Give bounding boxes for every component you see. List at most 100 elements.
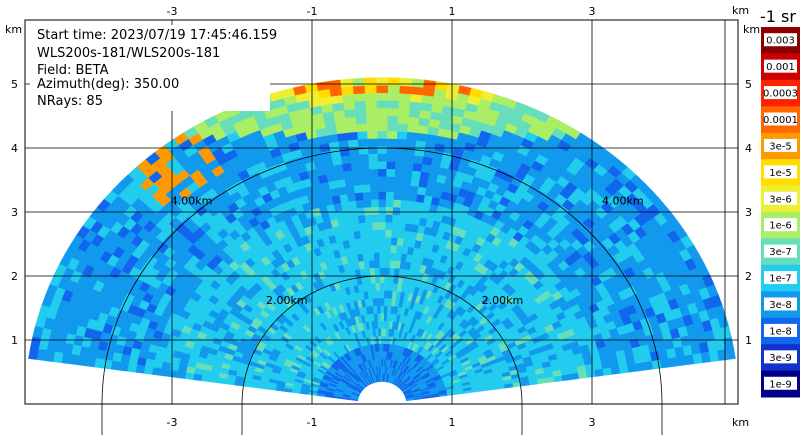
sector-cell bbox=[383, 290, 389, 299]
sector-cell bbox=[369, 183, 379, 193]
sector-cell bbox=[370, 206, 379, 215]
sector-cell bbox=[340, 86, 354, 96]
x-tick-label-bottom: -3 bbox=[167, 416, 178, 429]
sector-cell bbox=[364, 92, 377, 101]
sector-cell bbox=[365, 107, 377, 117]
sector-cell bbox=[354, 192, 364, 201]
sector-cell bbox=[383, 313, 388, 322]
sector-cell bbox=[127, 363, 138, 373]
colorbar-label: 1e-9 bbox=[769, 379, 792, 390]
sector-cell bbox=[379, 290, 385, 299]
sector-cell bbox=[367, 138, 378, 147]
sector-cell bbox=[375, 290, 381, 299]
sector-cell bbox=[618, 364, 629, 374]
sector-cell bbox=[367, 153, 378, 162]
sector-cell bbox=[355, 199, 365, 209]
sector-cell bbox=[408, 192, 418, 202]
sector-cell bbox=[413, 147, 425, 157]
sector-cell bbox=[28, 347, 39, 360]
sector-cell bbox=[342, 101, 355, 111]
sector-cell bbox=[413, 155, 424, 165]
sector-cell bbox=[387, 85, 400, 94]
sector-cell bbox=[396, 237, 404, 247]
sector-cell bbox=[344, 116, 357, 126]
ring-label-left: 2.00km bbox=[266, 294, 308, 307]
sector-cell bbox=[376, 100, 388, 109]
sector-cell bbox=[355, 115, 367, 125]
sector-cell bbox=[380, 313, 384, 322]
sector-cell bbox=[375, 85, 389, 94]
sector-cell bbox=[635, 361, 646, 372]
sector-cell bbox=[372, 237, 380, 246]
sector-cell bbox=[376, 305, 381, 314]
sector-cell bbox=[386, 305, 392, 314]
sector-cell bbox=[416, 124, 429, 135]
ring-label-right: 4.00km bbox=[602, 194, 644, 207]
sector-cell bbox=[357, 138, 368, 148]
colorbar-label: 3e-5 bbox=[769, 141, 792, 152]
sector-cell bbox=[159, 368, 170, 377]
sector-cell bbox=[352, 176, 362, 186]
colorbar-label: 1e-6 bbox=[769, 221, 792, 232]
sector-cell bbox=[379, 259, 385, 268]
sector-cell bbox=[383, 328, 387, 337]
sector-cell bbox=[643, 360, 654, 371]
ring-label-left: 4.00km bbox=[171, 194, 213, 207]
sector-cell bbox=[339, 78, 353, 88]
colorbar-label: 0.001 bbox=[766, 62, 795, 73]
sector-cell bbox=[355, 123, 368, 132]
sector-cell bbox=[387, 290, 393, 299]
x-unit-bottom: km bbox=[732, 416, 749, 429]
sector-cell bbox=[367, 244, 374, 254]
colorbar-label: 1e-5 bbox=[769, 168, 792, 179]
sector-cell bbox=[417, 117, 430, 127]
sector-cell bbox=[384, 244, 392, 253]
sector-cell bbox=[414, 201, 424, 211]
sector-cell bbox=[386, 138, 397, 147]
sector-cell bbox=[398, 92, 411, 102]
sector-cell bbox=[384, 229, 392, 238]
sector-cell bbox=[386, 123, 398, 132]
sector-cell bbox=[380, 328, 384, 337]
sector-cell bbox=[394, 260, 401, 269]
sector-cell bbox=[376, 107, 388, 116]
sector-cell bbox=[345, 185, 355, 195]
sector-cell bbox=[396, 123, 409, 132]
sector-cell bbox=[345, 123, 358, 133]
sector-cell bbox=[399, 199, 409, 209]
sector-cell bbox=[365, 115, 378, 124]
sector-cell bbox=[376, 92, 388, 101]
sector-cell bbox=[366, 130, 378, 139]
sector-cell bbox=[357, 214, 366, 224]
sector-cell bbox=[409, 101, 422, 111]
sector-cell bbox=[385, 183, 395, 193]
sector-cell bbox=[410, 177, 420, 187]
sector-cell bbox=[377, 145, 387, 154]
sector-cell bbox=[364, 214, 373, 223]
sector-cell bbox=[351, 169, 362, 179]
sector-cell bbox=[407, 200, 417, 210]
sector-cell bbox=[110, 360, 121, 371]
sector-cell bbox=[378, 229, 386, 238]
sector-cell bbox=[346, 131, 358, 141]
sector-cell bbox=[390, 244, 397, 254]
sector-cell bbox=[402, 238, 410, 247]
sector-cell bbox=[416, 186, 427, 196]
sector-cell bbox=[393, 267, 400, 277]
sector-cell bbox=[347, 200, 357, 210]
sector-cell bbox=[385, 199, 394, 208]
sector-cell bbox=[350, 161, 361, 171]
y-tick-label-right: 2 bbox=[745, 270, 752, 283]
sector-cell bbox=[341, 162, 352, 172]
sector-cell bbox=[201, 375, 211, 383]
sector-cell bbox=[151, 367, 162, 376]
sector-cell bbox=[372, 244, 380, 253]
sector-cell bbox=[383, 305, 388, 314]
x-tick-label-top: -1 bbox=[307, 5, 318, 18]
sector-cell bbox=[396, 130, 408, 140]
sector-cell bbox=[404, 154, 415, 164]
sector-cell bbox=[362, 199, 372, 208]
y-tick-label-right: 5 bbox=[745, 78, 752, 91]
x-unit-top: km bbox=[732, 4, 749, 17]
